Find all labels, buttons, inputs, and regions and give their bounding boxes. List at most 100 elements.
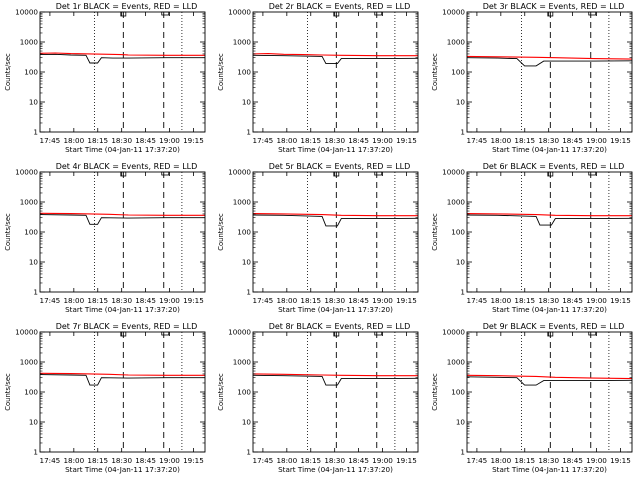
- y-tick-label: 1: [460, 128, 465, 137]
- x-tick-label: 17:45: [467, 136, 488, 145]
- x-tick-label: 18:30: [324, 296, 345, 305]
- y-tick-label: 1000: [20, 198, 39, 207]
- x-tick-label: 17:45: [40, 456, 61, 465]
- y-tick-label: 1: [33, 448, 38, 457]
- y-axis-label: Counts/sec: [431, 213, 439, 251]
- plot-frame: [252, 171, 419, 293]
- events-series-line: [253, 374, 418, 386]
- x-tick-label: 18:00: [276, 296, 297, 305]
- y-axis-label: Counts/sec: [4, 213, 12, 251]
- panel-title: Det 6r BLACK = Events, RED = LLD: [483, 162, 625, 171]
- y-tick-label: 10: [29, 258, 39, 267]
- y-tick-label: 10: [456, 98, 466, 107]
- x-tick-label: 19:00: [586, 296, 607, 305]
- y-tick-label: 1: [33, 128, 38, 137]
- x-tick-label: 18:15: [514, 136, 535, 145]
- x-tick-label: 18:30: [111, 296, 132, 305]
- x-tick-label: 17:45: [253, 296, 274, 305]
- x-tick-label: 18:45: [135, 136, 156, 145]
- y-tick-label: 10000: [442, 8, 465, 17]
- x-tick-label: 18:45: [135, 296, 156, 305]
- panel-title: Det 4r BLACK = Events, RED = LLD: [56, 162, 198, 171]
- x-tick-label: 18:15: [300, 456, 321, 465]
- panel-title: Det 2r BLACK = Events, RED = LLD: [269, 2, 411, 11]
- x-axis-label: Start Time (04-Jan-11 17:37:20): [492, 465, 607, 474]
- y-tick-label: 10: [29, 418, 39, 427]
- x-tick-label: 18:30: [538, 296, 559, 305]
- y-tick-label: 1000: [447, 358, 466, 367]
- y-tick-label: 100: [24, 388, 38, 397]
- x-axis-label: Start Time (04-Jan-11 17:37:20): [65, 305, 180, 314]
- lld-series-line: [467, 213, 632, 217]
- lld-series-line: [253, 373, 418, 377]
- y-tick-label: 10000: [228, 168, 251, 177]
- panel-title: Det 1r BLACK = Events, RED = LLD: [56, 2, 198, 11]
- x-tick-label: 19:00: [159, 456, 180, 465]
- x-tick-label: 18:15: [87, 136, 108, 145]
- y-tick-label: 10000: [228, 328, 251, 337]
- plot-frame: [466, 11, 633, 133]
- y-tick-label: 100: [451, 228, 465, 237]
- y-axis-label: Counts/sec: [4, 53, 12, 91]
- y-tick-label: 10000: [442, 168, 465, 177]
- x-tick-label: 17:45: [40, 136, 61, 145]
- detector-panel-9: Det 9r BLACK = Events, RED = LLD 1 10 100 10…: [431, 322, 633, 474]
- y-tick-label: 100: [24, 68, 38, 77]
- y-tick-label: 1000: [233, 198, 252, 207]
- y-tick-label: 1000: [447, 198, 466, 207]
- y-tick-label: 10: [456, 258, 466, 267]
- plot-frame: [39, 331, 206, 453]
- plot-frame: [39, 171, 206, 293]
- x-tick-label: 19:15: [183, 296, 204, 305]
- y-tick-label: 10: [29, 98, 39, 107]
- plot-frame: [252, 11, 419, 133]
- y-axis-label: Counts/sec: [217, 213, 225, 251]
- x-tick-label: 18:30: [111, 136, 132, 145]
- plot-frame: [466, 171, 633, 293]
- events-series-line: [253, 54, 418, 65]
- lld-series-line: [40, 372, 205, 376]
- y-tick-label: 10: [242, 258, 252, 267]
- x-axis-label: Start Time (04-Jan-11 17:37:20): [65, 465, 180, 474]
- detector-panel-6: Det 6r BLACK = Events, RED = LLD 1 10 100 10…: [431, 162, 633, 314]
- events-series-line: [253, 214, 418, 227]
- lld-series-line: [253, 53, 418, 57]
- detector-panel-2: Det 2r BLACK = Events, RED = LLD 1 10 100 10…: [217, 2, 419, 154]
- x-tick-label: 18:45: [348, 456, 369, 465]
- y-tick-label: 100: [451, 388, 465, 397]
- marker-box: [588, 331, 597, 336]
- x-tick-label: 19:15: [396, 136, 417, 145]
- x-tick-label: 19:00: [159, 136, 180, 145]
- x-tick-label: 18:30: [324, 136, 345, 145]
- x-tick-label: 18:00: [490, 136, 511, 145]
- y-tick-label: 10000: [15, 168, 38, 177]
- lld-series-line: [467, 374, 632, 380]
- y-axis-label: Counts/sec: [431, 373, 439, 411]
- detector-panel-5: Det 5r BLACK = Events, RED = LLD 1 10 100 10…: [217, 162, 419, 314]
- y-tick-label: 1000: [20, 358, 39, 367]
- x-tick-label: 18:30: [324, 456, 345, 465]
- x-tick-label: 18:45: [348, 296, 369, 305]
- y-tick-label: 100: [451, 68, 465, 77]
- x-tick-label: 18:45: [135, 456, 156, 465]
- y-tick-label: 10000: [15, 8, 38, 17]
- panel-title: Det 5r BLACK = Events, RED = LLD: [269, 162, 411, 171]
- y-tick-label: 100: [237, 228, 251, 237]
- panel-title: Det 7r BLACK = Events, RED = LLD: [56, 322, 198, 331]
- y-tick-label: 100: [237, 388, 251, 397]
- x-tick-label: 17:45: [253, 456, 274, 465]
- x-axis-label: Start Time (04-Jan-11 17:37:20): [278, 305, 393, 314]
- y-axis-label: Counts/sec: [217, 373, 225, 411]
- y-tick-label: 1: [246, 128, 251, 137]
- x-tick-label: 17:45: [467, 456, 488, 465]
- panel-title: Det 3r BLACK = Events, RED = LLD: [483, 2, 625, 11]
- panel-title: Det 9r BLACK = Events, RED = LLD: [483, 322, 625, 331]
- x-tick-label: 18:15: [87, 296, 108, 305]
- detector-panel-7: Det 7r BLACK = Events, RED = LLD 1 10 100 10…: [4, 322, 206, 474]
- y-tick-label: 1: [460, 288, 465, 297]
- x-tick-label: 19:15: [610, 296, 631, 305]
- x-tick-label: 18:30: [538, 136, 559, 145]
- x-tick-label: 18:00: [63, 456, 84, 465]
- lld-series-line: [40, 212, 205, 216]
- x-tick-label: 19:00: [586, 456, 607, 465]
